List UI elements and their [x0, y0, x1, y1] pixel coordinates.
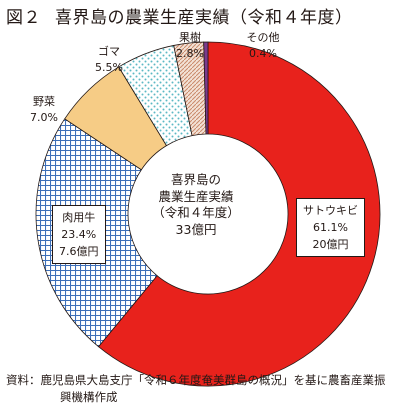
label-beef-cattle-name: 肉用牛: [62, 211, 96, 224]
label-sugarcane-name: サトウキビ: [303, 204, 358, 217]
label-beef-cattle: 肉用牛 23.4% 7.6億円: [52, 205, 106, 264]
center-label: 喜界島の 農業生産実績 （令和４年度） 33億円: [131, 172, 261, 238]
chart-title: 図２ 喜界島の農業生産実績（令和４年度）: [6, 3, 353, 28]
figure-number: 図２: [6, 8, 41, 28]
slice-5: [203, 41, 209, 135]
center-line-1: 喜界島の: [170, 172, 221, 187]
source-note: 資料：鹿児島県大島支庁「令和６年度奄美群島の概況」を基に農畜産業振 興機構作成: [6, 372, 386, 406]
center-line-3: （令和４年度）: [152, 205, 240, 220]
label-sugarcane: サトウキビ 61.1% 20億円: [296, 198, 365, 257]
label-other-name: その他: [246, 31, 280, 44]
label-vegetables: 野菜 7.0%: [24, 94, 64, 126]
label-other: その他 0.4%: [238, 30, 288, 62]
label-fruit-trees-name: 果樹: [179, 31, 201, 44]
label-vegetables-pct: 7.0%: [30, 111, 58, 124]
label-vegetables-name: 野菜: [33, 95, 55, 108]
title-text: 喜界島の農業生産実績（令和４年度）: [55, 8, 353, 28]
label-sesame-pct: 5.5%: [95, 61, 123, 74]
label-sugarcane-amount: 20億円: [312, 238, 349, 251]
label-beef-cattle-amount: 7.6億円: [59, 245, 99, 258]
label-sesame: ゴマ 5.5%: [84, 44, 134, 76]
label-sesame-name: ゴマ: [98, 45, 120, 58]
center-line-2: 農業生産実績: [158, 188, 234, 204]
label-other-pct: 0.4%: [249, 47, 277, 60]
slice-0: [97, 41, 381, 387]
source-line-1: 資料：鹿児島県大島支庁「令和６年度奄美群島の概況」を基に農畜産業振: [6, 373, 386, 387]
label-fruit-trees-pct: 2.8%: [176, 47, 204, 60]
label-beef-cattle-pct: 23.4%: [61, 228, 97, 241]
label-fruit-trees: 果樹 2.8%: [166, 30, 214, 62]
source-line-2: 興機構作成: [60, 390, 118, 404]
center-total: 33億円: [175, 221, 217, 237]
label-sugarcane-pct: 61.1%: [313, 221, 348, 234]
